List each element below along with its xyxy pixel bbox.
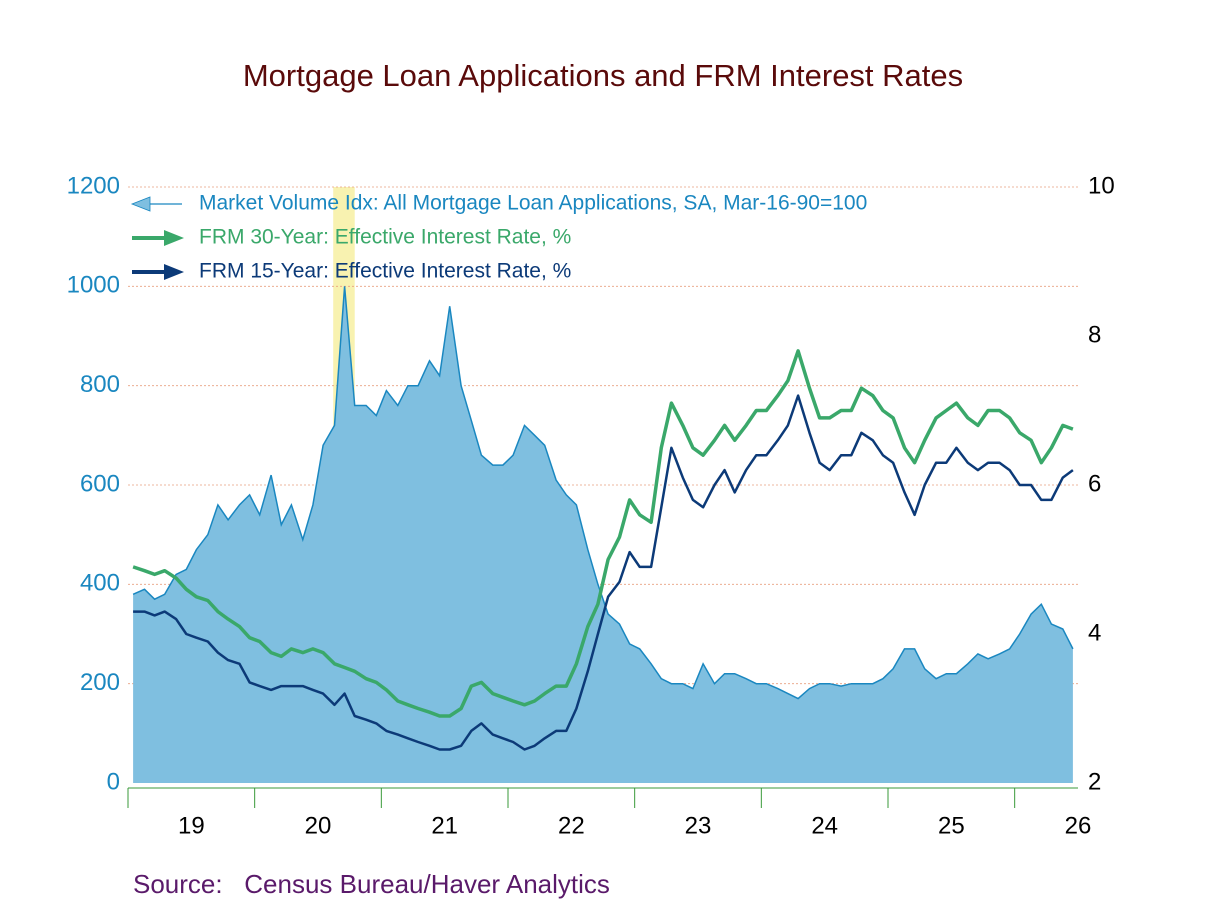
x-tick-label: 23	[685, 812, 712, 839]
area	[133, 286, 1073, 783]
x-tick-label: 24	[811, 812, 838, 839]
y-tick-label: 1000	[67, 272, 120, 299]
x-tick-label: 20	[305, 812, 332, 839]
legend-label: Market Volume Idx: All Mortgage Loan App…	[199, 192, 867, 215]
line	[133, 394, 1074, 751]
y2-tick-label: 6	[1088, 470, 1101, 497]
legend-label: FRM 30-Year: Effective Interest Rate, %	[199, 226, 571, 249]
legend-arrow	[130, 196, 151, 212]
legend-entry: FRM 30-Year: Effective Interest Rate, %	[132, 226, 571, 249]
y-tick-label: 800	[80, 371, 120, 398]
y2-tick-label: 2	[1088, 768, 1101, 795]
y2-tick-label: 8	[1088, 321, 1101, 348]
x-tick-label: 26	[1065, 812, 1092, 839]
y-tick-label: 0	[107, 768, 120, 795]
x-tick-label: 19	[178, 812, 205, 839]
y-tick-label: 400	[80, 570, 120, 597]
legend-entry: FRM 15-Year: Effective Interest Rate, %	[132, 260, 571, 283]
y2-tick-label: 4	[1088, 619, 1101, 646]
y2-tick-label: 10	[1088, 172, 1115, 199]
legend-arrow	[164, 230, 184, 246]
x-tick-label: 22	[558, 812, 585, 839]
x-tick-label: 25	[938, 812, 965, 839]
area-outline	[132, 286, 1074, 700]
legend-arrow	[164, 264, 184, 280]
y-tick-label: 1200	[67, 172, 120, 199]
y-tick-label: 600	[80, 470, 120, 497]
source: Source: Census Bureau/Haver Analytics	[133, 869, 610, 899]
y-tick-label: 200	[80, 669, 120, 696]
legend-entry: Market Volume Idx: All Mortgage Loan App…	[130, 192, 867, 215]
legend-label: FRM 15-Year: Effective Interest Rate, %	[199, 260, 571, 283]
line	[132, 349, 1074, 718]
x-tick-label: 21	[431, 812, 458, 839]
chart-title: Mortgage Loan Applications and FRM Inter…	[243, 58, 963, 93]
